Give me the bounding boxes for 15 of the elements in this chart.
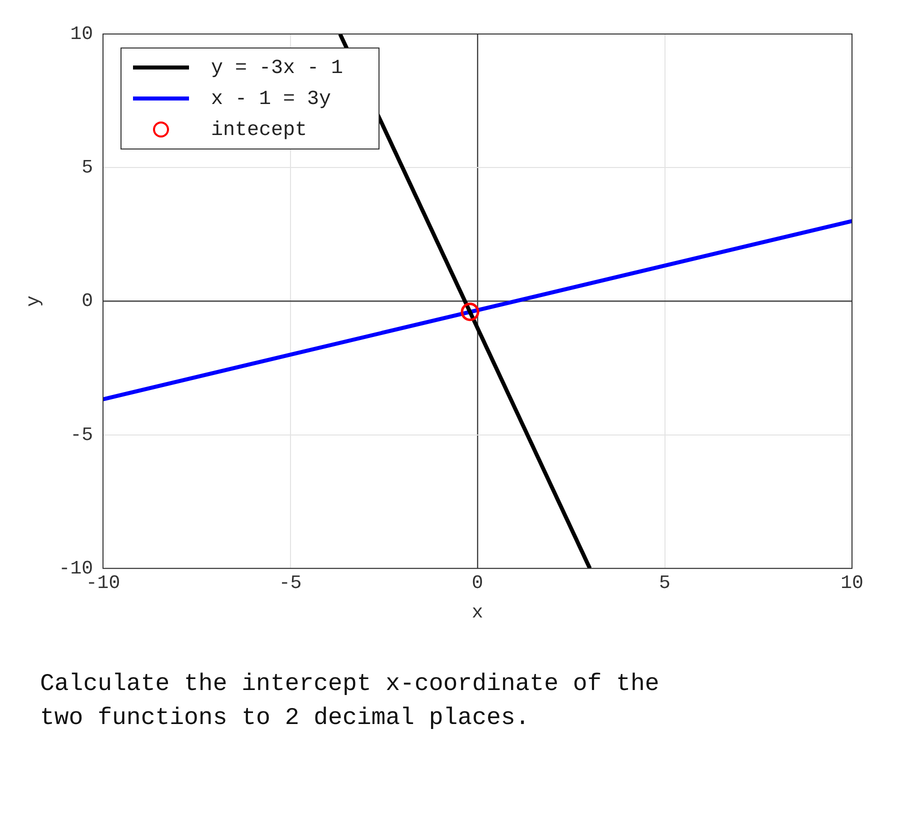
y-tick-label: 5 [82, 156, 94, 179]
legend-label: x - 1 = 3y [211, 88, 332, 111]
x-tick-label: -5 [278, 572, 302, 594]
y-tick-label: 10 [70, 23, 94, 46]
x-axis-title: x [472, 602, 484, 624]
x-tick-label: 10 [840, 572, 864, 594]
legend-label: y = -3x - 1 [211, 56, 344, 80]
legend-label: intecept [211, 118, 308, 142]
x-tick-label: 5 [659, 572, 670, 594]
y-tick-label: -5 [70, 424, 94, 446]
y-axis-title: y [22, 295, 44, 307]
text: Calculate the intercept x-coordinate of the two functions to 2 decimal places. [40, 670, 660, 734]
y-tick-label: -10 [58, 557, 94, 580]
y-tick-label: 0 [82, 290, 94, 312]
x-tick-label: 0 [472, 572, 484, 594]
